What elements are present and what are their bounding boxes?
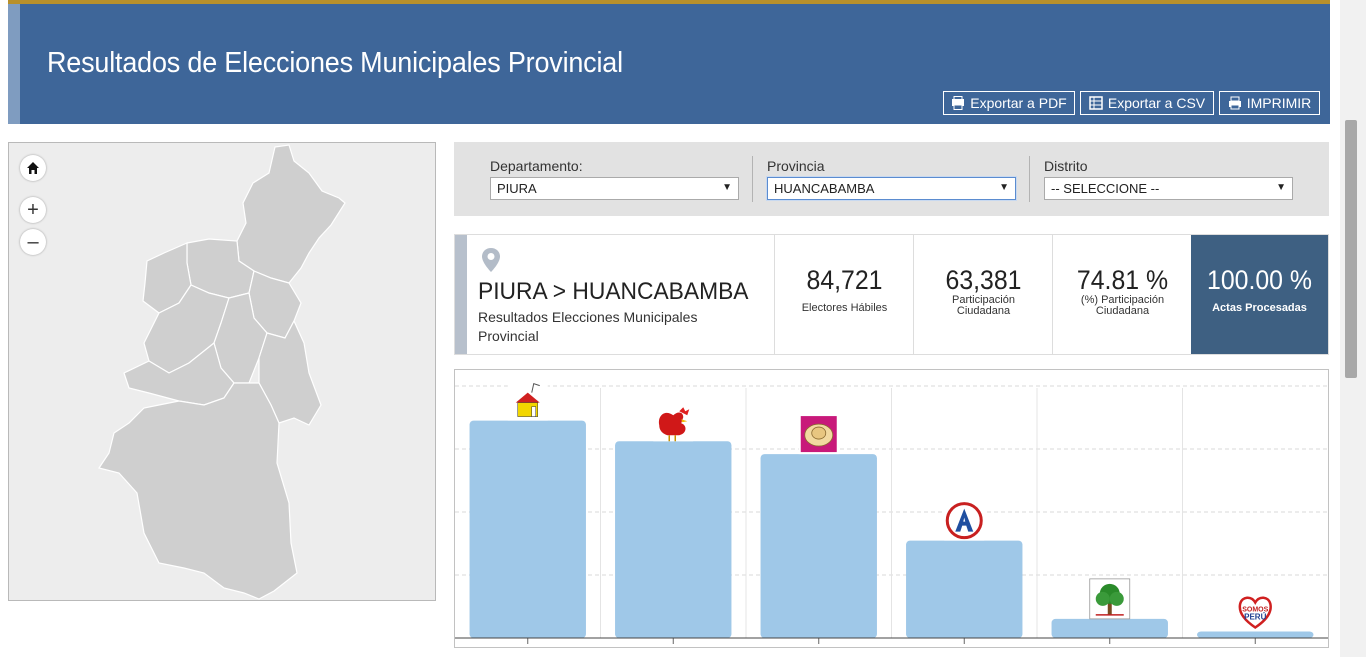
distrito-label: Distrito [1044, 158, 1088, 174]
location-subtitle: Resultados Elecciones Municipales Provin… [478, 309, 698, 344]
csv-icon [1089, 96, 1103, 110]
location-pin-icon [482, 248, 500, 272]
export-csv-label: Exportar a CSV [1107, 95, 1206, 111]
participacion-label-2: Ciudadana [956, 305, 1011, 317]
map-zoom-out-button[interactable]: – [20, 229, 46, 255]
map-canvas [98, 144, 346, 600]
chart-bar [760, 454, 877, 638]
page-header: Resultados de Elecciones Municipales Pro… [8, 4, 1330, 124]
pdf-icon [952, 96, 965, 110]
print-label: IMPRIMIR [1246, 95, 1312, 111]
provincia-value: HUANCABAMBA [774, 181, 875, 196]
porcentaje-value: 74.81 % [1076, 265, 1169, 295]
departamento-value: PIURA [497, 181, 537, 196]
summary-accent [455, 235, 467, 354]
page-title: Resultados de Elecciones Municipales Pro… [47, 47, 623, 79]
province-map[interactable]: + – [8, 142, 436, 601]
header-top-accent [8, 0, 1330, 4]
chart-bar [1197, 631, 1314, 638]
departamento-filter: Departamento: PIURA ▼ [490, 158, 739, 200]
location-title: PIURA > HUANCABAMBA [478, 278, 749, 305]
distrito-value: -- SELECCIONE -- [1051, 181, 1160, 196]
actas-value: 100.00 % [1207, 265, 1312, 295]
participacion-label-1: Participación [952, 294, 1015, 306]
chart-bar [615, 441, 732, 638]
electores-value: 84,721 [806, 265, 883, 295]
distrito-filter: Distrito -- SELECCIONE -- ▼ [1044, 158, 1293, 200]
chart-bar [906, 540, 1023, 638]
tree-logo [1089, 578, 1131, 620]
svg-text:PERÚ: PERÚ [1244, 612, 1266, 621]
filter-divider [752, 156, 753, 202]
export-pdf-button[interactable]: Exportar a PDF [943, 91, 1075, 115]
provincia-select[interactable]: HUANCABAMBA ▼ [767, 177, 1016, 200]
export-pdf-label: Exportar a PDF [970, 95, 1067, 111]
actas-label: Actas Procesadas [1212, 302, 1307, 314]
scrollbar-thumb[interactable] [1345, 120, 1357, 378]
porcentaje-label-1: (%) Participación [1080, 294, 1165, 306]
print-icon [1228, 96, 1241, 110]
page-scrollbar[interactable] [1340, 0, 1366, 657]
home-icon [27, 162, 39, 174]
distrito-select[interactable]: -- SELECCIONE -- ▼ [1044, 177, 1293, 200]
chart-bar [1051, 618, 1168, 638]
electores-label: Electores Hábiles [801, 302, 888, 314]
chart-bar [469, 420, 586, 638]
provincia-label: Provincia [767, 158, 825, 174]
header-left-accent [8, 4, 20, 124]
results-chart: SOMOS PERÚ [454, 369, 1329, 648]
chevron-down-icon: ▼ [722, 182, 732, 193]
a-logo [944, 500, 985, 541]
print-button[interactable]: IMPRIMIR [1219, 91, 1320, 115]
chevron-down-icon: ▼ [1276, 182, 1286, 193]
map-zoom-in-button[interactable]: + [20, 197, 46, 223]
export-csv-button[interactable]: Exportar a CSV [1080, 91, 1214, 115]
chevron-down-icon: ▼ [999, 182, 1009, 193]
participacion-stat: 63,381 Participación Ciudadana [913, 235, 1053, 354]
rooster-logo [653, 401, 694, 442]
provincia-filter: Provincia HUANCABAMBA ▼ [767, 158, 1016, 200]
filter-panel: Departamento: PIURA ▼ Provincia HUANCABA… [454, 142, 1329, 216]
summary-panel: PIURA > HUANCABAMBA Resultados Eleccione… [454, 234, 1329, 355]
hat-logo [798, 414, 839, 455]
departamento-label: Departamento: [490, 158, 583, 174]
filter-divider [1029, 156, 1030, 202]
departamento-select[interactable]: PIURA ▼ [490, 177, 739, 200]
participacion-value: 63,381 [945, 265, 1022, 295]
electores-stat: 84,721 Electores Hábiles [774, 235, 914, 354]
porcentaje-stat: 74.81 % (%) Participación Ciudadana [1052, 235, 1192, 354]
map-home-button[interactable] [20, 155, 46, 181]
svg-text:SOMOS: SOMOS [1242, 606, 1268, 613]
zoom-out-icon: – [27, 231, 39, 253]
porcentaje-label-2: Ciudadana [1095, 305, 1150, 317]
district-north[interactable] [236, 144, 346, 284]
district-south[interactable] [98, 382, 298, 600]
house-logo [507, 380, 548, 421]
zoom-in-icon: + [27, 199, 39, 221]
actas-stat: 100.00 % Actas Procesadas [1191, 235, 1328, 354]
